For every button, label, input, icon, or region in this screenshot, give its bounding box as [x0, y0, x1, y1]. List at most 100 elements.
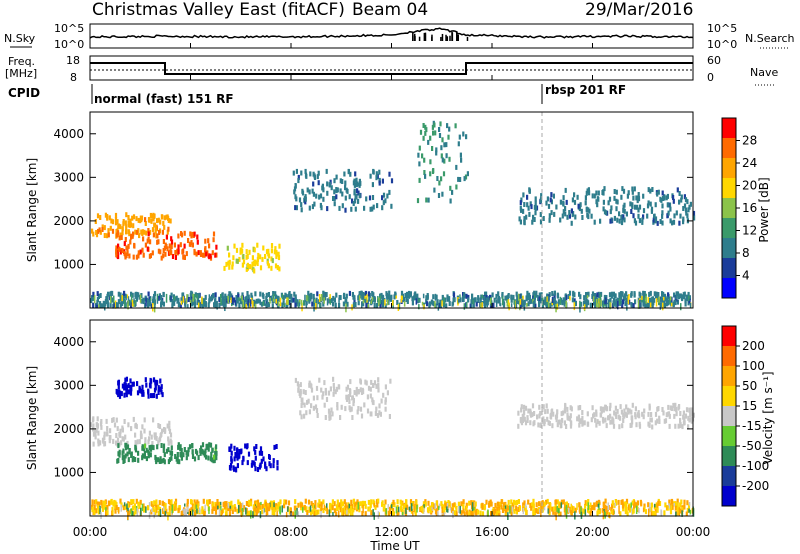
heatmap-cell [224, 293, 227, 299]
heatmap-cell [251, 265, 254, 271]
heatmap-cell [658, 415, 661, 421]
heatmap-cell [687, 207, 690, 213]
heatmap-cell [652, 510, 655, 516]
heatmap-speckle [663, 296, 665, 301]
power-colorbar-swatch [722, 198, 736, 218]
heatmap-speckle [548, 506, 551, 514]
heatmap-cell [591, 193, 594, 199]
heatmap-speckle [112, 510, 114, 515]
heatmap-cell [609, 413, 612, 419]
heatmap-cell [149, 212, 152, 218]
heatmap-cell [432, 301, 436, 307]
heatmap-speckle [218, 501, 221, 505]
heatmap-cell [271, 303, 274, 309]
heatmap-cell [414, 291, 417, 297]
heatmap-speckle [145, 297, 147, 307]
heatmap-cell [304, 196, 307, 202]
heatmap-speckle [599, 294, 602, 302]
heatmap-cell [149, 239, 152, 245]
heatmap-cell [419, 507, 422, 512]
heatmap-speckle [362, 504, 364, 513]
heatmap-cell [101, 303, 104, 309]
heatmap-cell [373, 303, 376, 308]
heatmap-cell [588, 208, 591, 214]
heatmap-cell [276, 265, 279, 270]
heatmap-speckle [184, 503, 186, 507]
heatmap-cell [601, 300, 604, 306]
heatmap-cell [149, 446, 153, 452]
heatmap-cell [208, 243, 211, 249]
heatmap-speckle [609, 301, 611, 310]
heatmap-cell [101, 506, 104, 512]
heatmap-cell [264, 254, 267, 259]
heatmap-cell [301, 188, 304, 194]
heatmap-cell [121, 436, 124, 442]
heatmap-cell [435, 511, 438, 517]
heatmap-cell [377, 498, 380, 504]
power-colorbar-tick-label: 24 [742, 156, 757, 170]
heatmap-cell [108, 438, 111, 444]
heatmap-cell [336, 499, 339, 505]
heatmap-speckle [346, 509, 348, 515]
heatmap-cell [623, 217, 626, 223]
heatmap-cell [230, 293, 233, 299]
heatmap-cell [388, 506, 392, 512]
heatmap-cell [650, 417, 653, 423]
heatmap-cell [574, 507, 577, 513]
xtick-label: 00:00 [73, 525, 108, 539]
heatmap-cell [201, 506, 204, 512]
heatmap-speckle [540, 509, 542, 518]
heatmap-speckle [245, 303, 247, 310]
heatmap-cell [536, 414, 539, 420]
heatmap-speckle [367, 304, 369, 308]
heatmap-cell [633, 500, 636, 506]
heatmap-cell [433, 122, 436, 128]
heatmap-cell [211, 447, 214, 453]
heatmap-cell [123, 290, 126, 296]
heatmap-cell [684, 207, 688, 213]
heatmap-cell [137, 450, 140, 456]
heatmap-cell [122, 298, 126, 304]
heatmap-cell [608, 196, 612, 202]
heatmap-cell [306, 510, 309, 515]
heatmap-cell [265, 292, 268, 298]
heatmap-cell [357, 406, 360, 411]
heatmap-cell [91, 417, 95, 423]
heatmap-speckle [277, 301, 280, 307]
heatmap-speckle [117, 507, 120, 514]
heatmap-cell [579, 405, 582, 410]
heatmap-cell [97, 508, 100, 514]
heatmap-speckle [522, 295, 524, 300]
heatmap-cell [523, 202, 526, 207]
heatmap-cell [601, 507, 605, 513]
heatmap-cell [453, 297, 456, 303]
heatmap-speckle [592, 296, 595, 302]
heatmap-speckle [413, 505, 415, 512]
heatmap-cell [549, 303, 552, 308]
heatmap-cell [344, 195, 347, 201]
heatmap-cell [253, 511, 256, 517]
heatmap-cell [259, 462, 262, 468]
heatmap-cell [235, 301, 238, 307]
heatmap-speckle [139, 294, 142, 303]
heatmap-speckle [296, 507, 298, 515]
heatmap-cell [462, 504, 465, 510]
heatmap-speckle [136, 508, 139, 516]
heatmap-cell [229, 465, 232, 471]
heatmap-speckle [238, 297, 240, 302]
heatmap-cell [230, 456, 233, 461]
heatmap-cell [246, 511, 249, 517]
heatmap-speckle [252, 511, 254, 519]
heatmap-speckle [159, 508, 162, 517]
heatmap-cell [440, 176, 443, 182]
heatmap-cell [440, 145, 443, 151]
heatmap-speckle [352, 509, 354, 517]
heatmap-speckle [580, 511, 583, 519]
heatmap-cell [607, 200, 610, 206]
heatmap-cell [155, 499, 158, 505]
heatmap-cell [587, 207, 590, 213]
heatmap-cell [326, 190, 329, 196]
heatmap-cell [116, 219, 119, 225]
heatmap-cell [114, 500, 117, 506]
